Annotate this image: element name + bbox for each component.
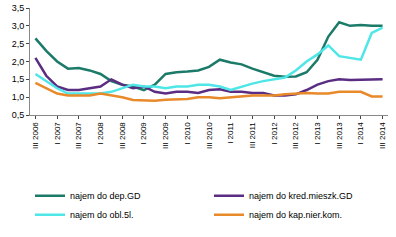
svg-text:III 2008: III 2008 [118, 122, 127, 149]
svg-text:najem do kap.nier.kom.: najem do kap.nier.kom. [249, 210, 342, 220]
svg-text:3,0: 3,0 [12, 21, 25, 31]
svg-text:III 2009: III 2009 [161, 122, 170, 149]
svg-text:I 2008: I 2008 [96, 122, 105, 145]
svg-text:I 2013: I 2013 [313, 122, 322, 145]
svg-text:3,5: 3,5 [12, 3, 25, 13]
svg-text:I 2014: I 2014 [356, 122, 365, 145]
svg-text:III 2011: III 2011 [248, 122, 257, 149]
svg-text:I 2012: I 2012 [270, 122, 279, 145]
svg-text:III 2013: III 2013 [335, 122, 344, 149]
svg-text:1,5: 1,5 [12, 74, 25, 84]
svg-text:III 2014: III 2014 [378, 122, 387, 149]
svg-text:najem do kred.mieszk.GD: najem do kred.mieszk.GD [249, 191, 353, 201]
svg-text:III 2007: III 2007 [74, 122, 83, 149]
svg-text:I 2011: I 2011 [226, 122, 235, 144]
svg-text:I 2009: I 2009 [140, 122, 149, 145]
svg-text:I 2010: I 2010 [183, 122, 192, 145]
svg-text:III 2006: III 2006 [31, 122, 40, 149]
svg-text:1,0: 1,0 [12, 92, 25, 102]
svg-text:2,0: 2,0 [12, 57, 25, 67]
svg-text:najem do obl.5l.: najem do obl.5l. [70, 210, 134, 220]
svg-text:0,5: 0,5 [12, 110, 25, 120]
svg-text:najem do dep.GD: najem do dep.GD [70, 191, 141, 201]
svg-text:I 2007: I 2007 [53, 122, 62, 145]
svg-text:III 2010: III 2010 [205, 122, 214, 149]
svg-text:2,5: 2,5 [12, 39, 25, 49]
svg-text:III 2012: III 2012 [291, 122, 300, 149]
